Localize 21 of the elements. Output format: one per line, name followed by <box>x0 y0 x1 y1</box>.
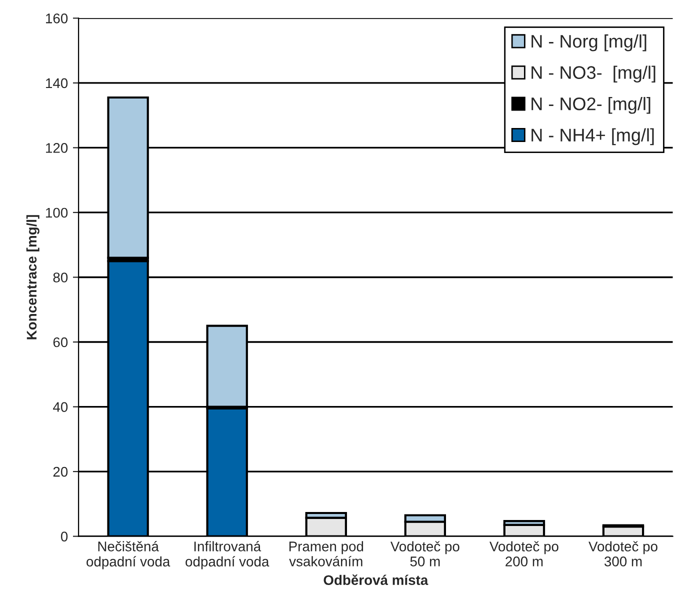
y-tick-label: 40 <box>53 402 68 412</box>
x-axis-title: Odběrová místa <box>324 574 428 586</box>
y-tick-label: 140 <box>46 78 68 88</box>
y-tick-label: 0 <box>60 532 68 542</box>
y-tick-label: 120 <box>46 143 68 153</box>
legend-label: N - NO3- [mg/l] <box>532 66 656 83</box>
x-tick-label: Vodoteč po 50 m <box>390 541 460 566</box>
legend-label: N - Norg [mg/l] <box>532 34 646 52</box>
y-tick-label: 60 <box>53 337 68 348</box>
x-tick-label: Vodoteč po 300 m <box>588 541 658 566</box>
y-axis-title: Koncentrace [mg/l] <box>26 215 40 340</box>
x-tick-label: Infiltrovaná odpadní voda <box>186 541 270 570</box>
y-tick-label: 80 <box>53 272 68 282</box>
y-tick-label: 100 <box>46 208 68 218</box>
legend-label: N - NH4+ [mg/l] <box>532 128 654 146</box>
x-tick-label: Vodoteč po 200 m <box>490 541 558 566</box>
legend-label: N - NO2- [mg/l] <box>532 96 650 114</box>
x-tick-label: Nečištěná odpadní voda <box>86 541 170 570</box>
x-tick-label: Pramen pod vsakováním <box>289 541 364 566</box>
y-tick-label: 160 <box>46 14 68 24</box>
y-tick-label: 20 <box>53 466 68 477</box>
